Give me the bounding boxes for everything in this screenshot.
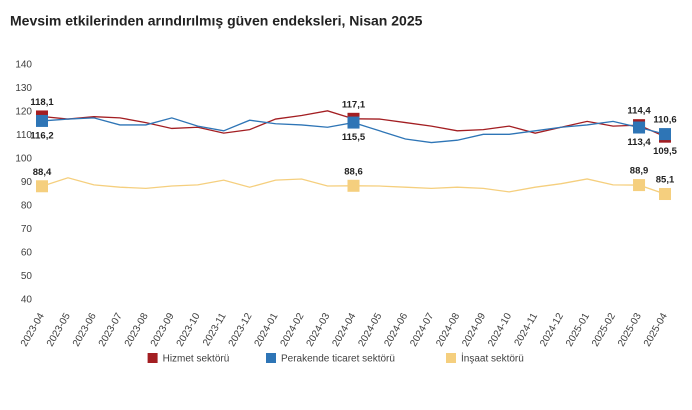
y-tick-label: 140 — [15, 60, 32, 71]
value-label: 88,4 — [33, 167, 52, 178]
y-tick-label: 50 — [21, 271, 33, 282]
value-label: 88,6 — [344, 166, 363, 177]
x-tick-label: 2023-07 — [97, 311, 125, 349]
value-label: 116,2 — [30, 130, 53, 141]
legend-label: Hizmet sektörü — [163, 354, 230, 365]
legend-swatch — [446, 353, 456, 363]
y-tick-label: 90 — [21, 177, 33, 188]
x-tick-label: 2025-02 — [590, 311, 618, 349]
x-tick-label: 2025-01 — [564, 311, 592, 349]
y-tick-label: 40 — [21, 295, 33, 306]
value-label: 115,5 — [342, 132, 366, 143]
x-tick-label: 2024-08 — [434, 311, 462, 349]
x-tick-label: 2024-04 — [331, 311, 359, 349]
x-tick-label: 2024-01 — [253, 311, 281, 349]
legend-swatch — [266, 353, 276, 363]
point-marker — [659, 188, 671, 201]
legend-swatch — [147, 353, 158, 363]
point-marker — [36, 180, 48, 193]
x-tick-label: 2024-03 — [305, 311, 333, 349]
chart-title: Mevsim etkilerinden arındırılmış güven e… — [10, 13, 423, 29]
x-tick-label: 2025-04 — [642, 311, 670, 349]
y-tick-label: 130 — [15, 83, 32, 94]
x-tick-label: 2023-05 — [45, 311, 73, 349]
legend-label: İnşaat sektörü — [461, 352, 524, 365]
y-tick-label: 110 — [16, 130, 32, 141]
y-tick-label: 70 — [21, 224, 33, 235]
value-label: 88,9 — [630, 166, 649, 177]
x-tick-label: 2025-03 — [616, 311, 644, 349]
value-label: 109,5 — [653, 146, 677, 157]
point-marker — [36, 114, 48, 127]
x-tick-label: 2024-11 — [513, 311, 541, 348]
value-label: 110,6 — [653, 115, 676, 126]
x-tick-label: 2024-12 — [538, 311, 566, 349]
y-tick-label: 60 — [21, 248, 33, 259]
x-tick-label: 2023-06 — [71, 311, 99, 349]
point-marker — [347, 116, 360, 129]
x-tick-label: 2023-11 — [201, 311, 229, 348]
x-tick-label: 2023-04 — [19, 311, 47, 349]
x-tick-label: 2023-08 — [123, 311, 151, 349]
x-tick-label: 2024-09 — [460, 311, 488, 349]
value-label: 117,1 — [342, 99, 366, 110]
x-tick-label: 2023-10 — [175, 311, 203, 349]
x-tick-label: 2024-07 — [408, 311, 436, 349]
value-label: 113,4 — [627, 137, 651, 148]
point-marker — [347, 179, 360, 192]
point-marker — [633, 121, 646, 134]
value-label: 118,1 — [30, 97, 54, 108]
x-tick-label: 2024-06 — [382, 311, 410, 349]
y-tick-label: 100 — [15, 154, 32, 165]
x-tick-label: 2024-10 — [486, 311, 514, 349]
point-marker — [633, 179, 646, 192]
y-tick-label: 120 — [15, 107, 32, 118]
x-tick-label: 2024-02 — [279, 311, 307, 349]
point-marker — [659, 128, 671, 141]
legend-label: Perakende ticaret sektörü — [281, 354, 395, 365]
x-tick-label: 2023-12 — [227, 311, 255, 349]
value-label: 85,1 — [656, 175, 675, 186]
x-tick-label: 2023-09 — [149, 311, 177, 349]
y-tick-label: 80 — [21, 201, 33, 212]
x-tick-label: 2024-05 — [356, 311, 384, 349]
value-label: 114,4 — [627, 106, 651, 117]
